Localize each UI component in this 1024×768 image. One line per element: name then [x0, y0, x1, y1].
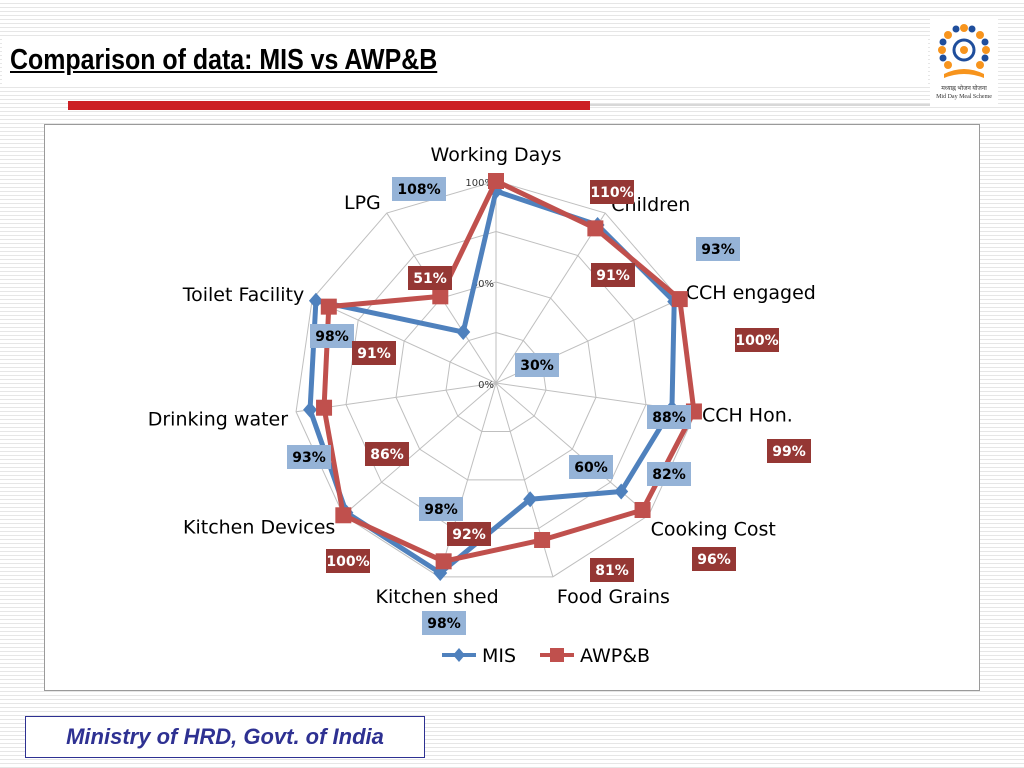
- data-label: 88%: [652, 410, 686, 426]
- data-label-box: [696, 237, 740, 261]
- footer-text: Ministry of HRD, Govt. of India: [66, 724, 384, 749]
- data-point: [303, 401, 318, 418]
- grid-spoke: [495, 212, 606, 384]
- data-label-box: [591, 263, 635, 287]
- footer-box: Ministry of HRD, Govt. of India: [25, 716, 425, 758]
- data-label: 100%: [326, 554, 369, 570]
- accent-bar: [68, 101, 590, 110]
- data-label-box: [352, 341, 396, 365]
- chart-frame: 0% 50% 100% Working Days Children CCH engaged…: [44, 124, 980, 691]
- data-point: [308, 292, 323, 309]
- data-point: [335, 507, 352, 524]
- data-label: 30%: [520, 358, 554, 374]
- legend-label-mis: MIS: [482, 645, 516, 667]
- data-label-box: [647, 462, 691, 486]
- category-label: Cooking Cost: [651, 518, 776, 540]
- data-label: 82%: [652, 467, 686, 483]
- data-label: 110%: [590, 185, 633, 201]
- title-box: [2, 36, 928, 86]
- data-label-box: [767, 439, 811, 463]
- data-label-box: [735, 328, 779, 352]
- category-label: Kitchen Devices: [183, 516, 335, 538]
- data-point: [316, 399, 333, 416]
- category-label: CCH Hon.: [702, 405, 793, 427]
- data-label: 81%: [595, 563, 629, 579]
- data-label: 96%: [697, 552, 731, 568]
- series-line: [321, 178, 697, 564]
- data-label-box: [326, 549, 370, 573]
- data-label: 98%: [427, 616, 461, 632]
- mdm-logo: मध्याह्न भोजन योजना Mid Day Meal Scheme: [930, 18, 998, 104]
- logo-caption-hindi: मध्याह्न भोजन योजना: [941, 86, 987, 92]
- data-label-box: [692, 547, 736, 571]
- axis-tick-label: 50%: [472, 279, 494, 290]
- axis-tick-label: 100%: [465, 178, 494, 189]
- category-label: Food Grains: [557, 586, 670, 608]
- data-label: 108%: [397, 182, 440, 198]
- category-label: Kitchen shed: [376, 586, 499, 608]
- data-label-box: [408, 266, 452, 290]
- category-label: Working Days: [431, 144, 562, 166]
- logo-caption-english: Mid Day Meal Scheme: [936, 94, 992, 100]
- data-label: 100%: [735, 333, 778, 349]
- category-label: CCH engaged: [686, 282, 816, 304]
- data-label: 60%: [574, 460, 608, 476]
- legend-marker-awpb: [550, 648, 564, 662]
- data-point: [488, 173, 504, 189]
- grid-ring-2: [395, 281, 597, 481]
- data-label-box: [365, 442, 409, 466]
- data-label-box: [447, 522, 491, 546]
- data-label-box: [569, 455, 613, 479]
- data-point: [671, 291, 688, 308]
- mdm-logo-icon: [938, 24, 990, 78]
- data-point: [614, 483, 629, 500]
- data-label: 51%: [413, 271, 447, 287]
- data-point: [456, 324, 471, 341]
- data-label-box: [310, 324, 354, 348]
- grid-spoke: [343, 382, 497, 516]
- category-label: Toilet Facility: [182, 284, 305, 306]
- data-label-box: [419, 497, 463, 521]
- data-point: [320, 298, 337, 315]
- data-label: 92%: [452, 527, 486, 543]
- data-point: [432, 288, 449, 305]
- grid-spoke: [312, 298, 497, 384]
- data-label-box: [590, 180, 634, 204]
- data-point: [534, 531, 551, 548]
- data-label-box: [515, 353, 559, 377]
- legend-marker-mis: [453, 648, 465, 662]
- data-label: 98%: [315, 329, 349, 345]
- slide-title: Comparison of data: MIS vs AWP&B: [10, 44, 438, 76]
- data-label-box: [422, 611, 466, 635]
- data-label: 91%: [596, 268, 630, 284]
- data-label: 91%: [357, 346, 391, 362]
- data-label: 86%: [370, 447, 404, 463]
- data-label-box: [647, 405, 691, 429]
- data-point: [587, 220, 604, 237]
- accent-line: [590, 104, 930, 106]
- category-label: LPG: [344, 192, 381, 214]
- data-label: 93%: [701, 242, 735, 258]
- data-label-box: [590, 558, 634, 582]
- category-label: Drinking water: [148, 409, 289, 431]
- legend-label-awpb: AWP&B: [580, 645, 650, 667]
- data-point: [523, 491, 538, 508]
- data-label: 98%: [424, 502, 458, 518]
- data-label-box: [392, 177, 446, 201]
- data-point: [634, 501, 651, 518]
- data-label-box: [287, 445, 331, 469]
- axis-tick-label: 0%: [478, 380, 494, 391]
- data-label: 93%: [292, 450, 326, 466]
- data-point: [435, 553, 452, 570]
- data-label: 99%: [772, 444, 806, 460]
- grid-ring-4: [295, 180, 697, 578]
